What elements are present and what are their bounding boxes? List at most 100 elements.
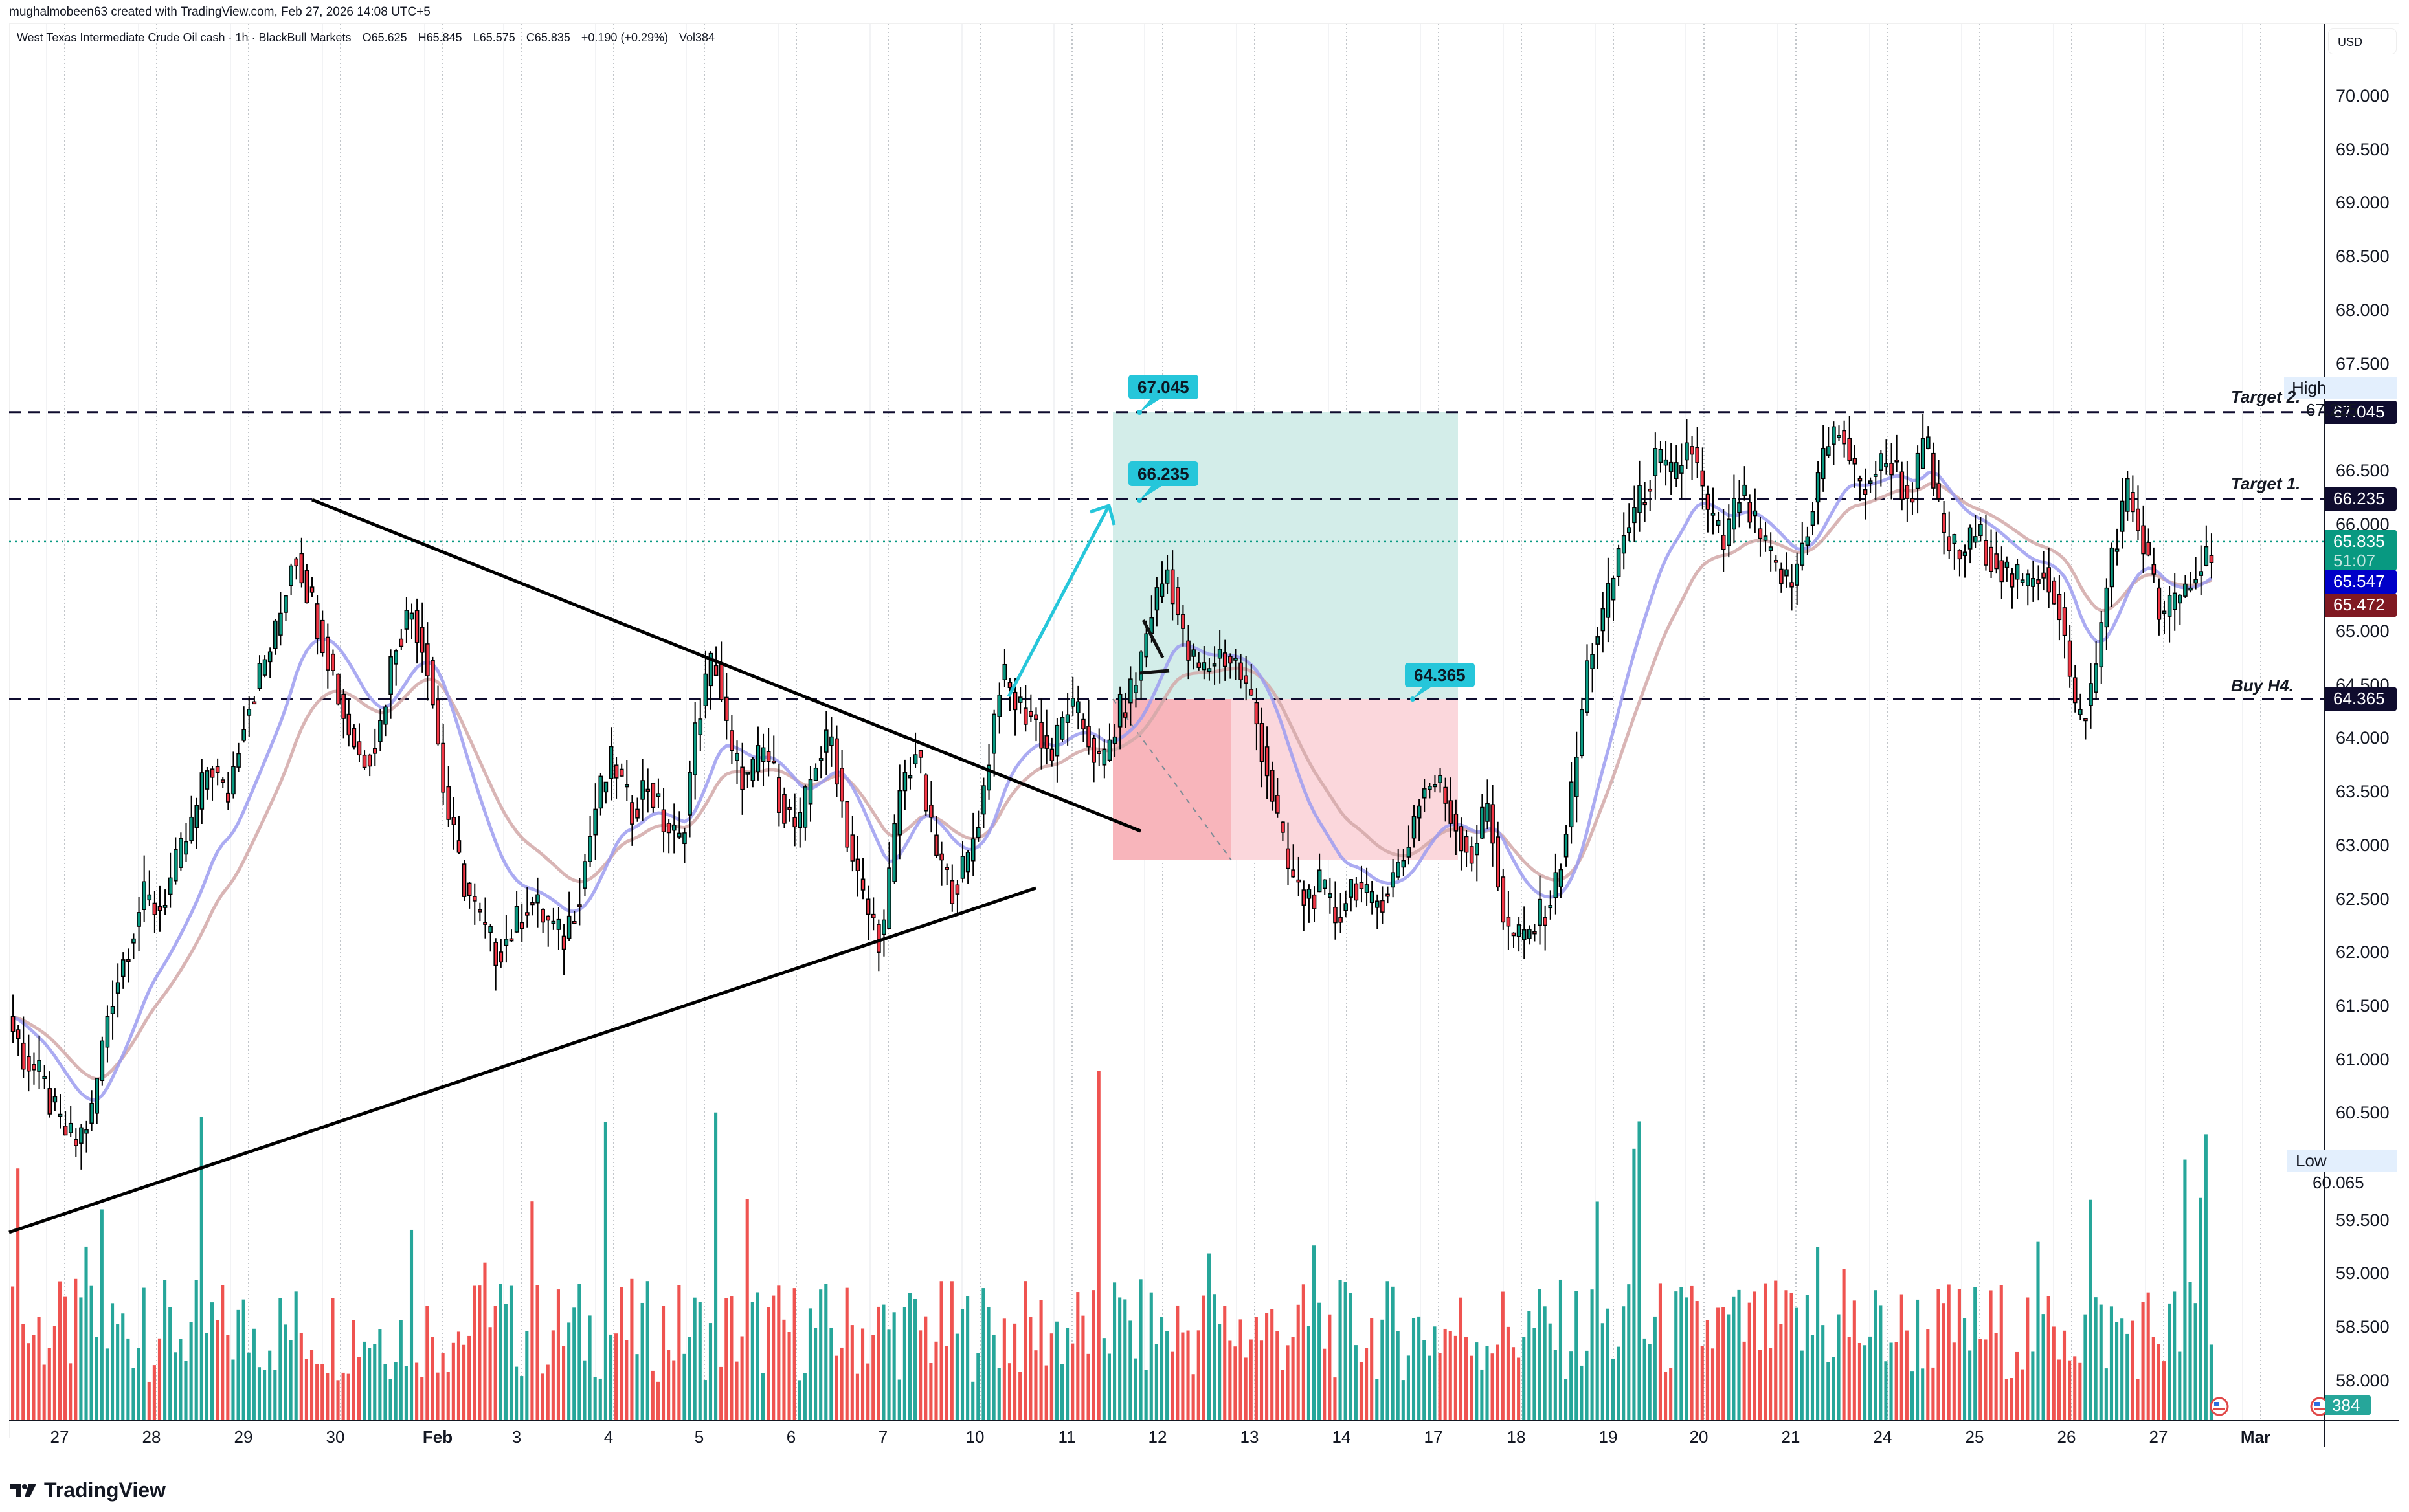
candle xyxy=(1737,502,1742,513)
buy-h4-label[interactable]: Buy H4. xyxy=(2231,676,2294,695)
volume-bar xyxy=(1259,1340,1264,1421)
currency-selector[interactable]: USD xyxy=(2328,28,2397,54)
volume-bar xyxy=(840,1347,844,1421)
volume-bar xyxy=(478,1285,482,1421)
volume-bar xyxy=(1832,1357,1835,1421)
volume-bar xyxy=(1580,1365,1584,1421)
candle xyxy=(456,840,462,853)
candle xyxy=(792,817,797,828)
candle xyxy=(514,906,519,933)
volume-bar xyxy=(52,1326,56,1421)
volume-bar xyxy=(1066,1328,1070,1421)
candle xyxy=(1548,905,1553,909)
volume-bar xyxy=(2004,1379,2008,1421)
volume-bar xyxy=(1218,1324,1222,1421)
candle xyxy=(1433,784,1437,788)
candle xyxy=(1700,470,1705,487)
candle xyxy=(1369,891,1374,904)
candle xyxy=(688,772,692,816)
candle xyxy=(1705,493,1710,510)
volume-bar xyxy=(2052,1326,2056,1421)
volume-bar xyxy=(1805,1295,1809,1421)
target-1-label[interactable]: Target 1. xyxy=(2231,474,2301,493)
volume-bar xyxy=(58,1281,62,1421)
candle xyxy=(913,754,918,765)
candle xyxy=(950,880,955,904)
candle xyxy=(84,1129,89,1134)
volume-bar xyxy=(1480,1369,1484,1421)
volume-bar xyxy=(1380,1319,1384,1421)
volume-bar xyxy=(640,1302,644,1421)
volume-bar xyxy=(1317,1302,1321,1421)
volume-bar xyxy=(656,1381,660,1421)
price-tick-label: 59.000 xyxy=(2336,1263,2390,1284)
callout-anchor xyxy=(1137,498,1142,503)
candle xyxy=(645,788,651,792)
candle xyxy=(1428,786,1432,790)
candle xyxy=(236,753,241,768)
volume-bar xyxy=(1674,1291,1678,1421)
volume-bar xyxy=(551,1330,555,1421)
volume-bar xyxy=(1029,1317,1033,1421)
time-tick-label: 13 xyxy=(1240,1427,1259,1447)
candle xyxy=(929,805,934,818)
candle xyxy=(1107,739,1112,761)
candle xyxy=(289,565,293,586)
volume-bar xyxy=(1013,1323,1017,1421)
candle xyxy=(1642,502,1647,506)
volume-bar xyxy=(1821,1325,1825,1421)
volume-bar xyxy=(2104,1368,2108,1421)
volume-bar xyxy=(1181,1332,1185,1421)
volume-bar xyxy=(1653,1316,1657,1421)
target-2-label[interactable]: Target 2. xyxy=(2231,387,2301,406)
volume-bar xyxy=(493,1306,497,1421)
volume-bar xyxy=(1574,1291,1578,1421)
us-flag-canton xyxy=(2214,1402,2219,1406)
volume-bar xyxy=(210,1302,214,1421)
candle xyxy=(199,772,205,810)
volume-bar xyxy=(1422,1340,1426,1421)
candle xyxy=(1779,568,1784,584)
candle xyxy=(850,834,855,862)
candle xyxy=(887,867,891,929)
volume-bar xyxy=(1747,1302,1751,1421)
candle xyxy=(777,777,781,813)
candle xyxy=(902,772,908,792)
volume-bar xyxy=(1727,1314,1731,1421)
entry-callout[interactable]: 64.365 xyxy=(1405,663,1475,687)
target-1-callout[interactable]: 66.235 xyxy=(1128,461,1198,486)
candle xyxy=(1768,546,1773,551)
candle xyxy=(745,772,750,775)
volume-bar xyxy=(399,1320,403,1421)
price-tick-label: 60.500 xyxy=(2336,1103,2390,1123)
time-tick-label: Mar xyxy=(2240,1427,2271,1447)
volume-bar xyxy=(1921,1368,1925,1421)
candle xyxy=(965,852,970,873)
candle xyxy=(1501,876,1506,923)
volume-bar xyxy=(157,1338,162,1421)
candle xyxy=(1925,436,1931,449)
candle xyxy=(2146,542,2151,556)
candle xyxy=(756,745,761,772)
volume-bar xyxy=(535,1285,539,1421)
volume-bar xyxy=(1936,1289,1940,1421)
price-tick-label: 68.500 xyxy=(2336,247,2390,267)
candle xyxy=(556,918,561,930)
candle xyxy=(152,902,157,915)
volume-bar xyxy=(1044,1365,1048,1421)
target-2-callout[interactable]: 67.045 xyxy=(1128,375,1198,399)
candle xyxy=(1238,662,1243,680)
candle xyxy=(173,849,178,882)
candle xyxy=(923,774,928,812)
volume-bar xyxy=(530,1201,534,1421)
candle xyxy=(908,775,913,779)
volume-bar xyxy=(189,1322,193,1421)
volume-bar xyxy=(1428,1355,1431,1421)
tradingview-logo[interactable]: TradingView xyxy=(10,1478,166,1502)
volume-bar xyxy=(404,1366,408,1421)
symbol-name[interactable]: West Texas Intermediate Crude Oil cash ·… xyxy=(17,31,352,44)
volume-bar xyxy=(1370,1318,1374,1421)
volume-bar xyxy=(614,1333,618,1421)
candle xyxy=(1543,917,1547,926)
